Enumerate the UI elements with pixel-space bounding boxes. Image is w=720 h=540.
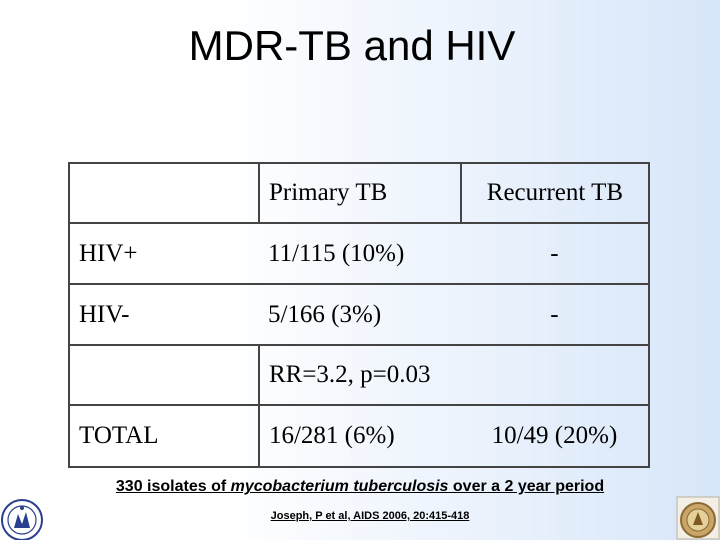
- results-table: Primary TB Recurrent TB HIV+ 11/115 (10%…: [68, 162, 651, 468]
- footnote-prefix: 330 isolates of: [115, 478, 231, 495]
- row-primary-value: 11/115 (10%): [258, 223, 461, 285]
- total-recurrent-value: 10/49 (20%): [460, 405, 651, 468]
- header-cell-empty: [68, 162, 260, 224]
- header-cell-recurrent: Recurrent TB: [460, 162, 651, 224]
- row-recurrent-value: -: [460, 284, 651, 345]
- row-label: HIV+: [68, 223, 259, 285]
- footnote: 330 isolates of mycobacterium tuberculos…: [0, 478, 720, 496]
- table-header-row: Primary TB Recurrent TB: [68, 162, 651, 224]
- table-total-row: TOTAL 16/281 (6%) 10/49 (20%): [68, 405, 651, 468]
- total-label: TOTAL: [68, 405, 260, 468]
- row-primary-value: 5/166 (3%): [267, 300, 382, 328]
- stat-text: RR=3.2, p=0.03: [258, 344, 651, 406]
- row-recurrent-value: -: [460, 223, 651, 285]
- total-primary-value: 16/281 (6%): [258, 405, 461, 468]
- stat-row-empty-cell: [68, 344, 260, 406]
- university-seal-icon: [1, 499, 43, 540]
- table-row: HIV- 5/166 (3%) -: [68, 284, 651, 345]
- row-label: HIV-: [68, 284, 259, 345]
- table-stat-row: RR=3.2, p=0.03: [68, 344, 651, 406]
- header-cell-primary: Primary TB: [258, 162, 462, 224]
- crest-icon: [676, 496, 720, 540]
- slide-title: MDR-TB and HIV: [188, 22, 516, 69]
- reference-citation: Joseph, P et al, AIDS 2006, 20:415-418: [270, 510, 470, 522]
- table-row: HIV+ 11/115 (10%) -: [68, 223, 651, 285]
- footnote-suffix: over a 2 year period: [448, 478, 605, 495]
- footnote-organism: mycobacterium tuberculosis: [230, 478, 449, 495]
